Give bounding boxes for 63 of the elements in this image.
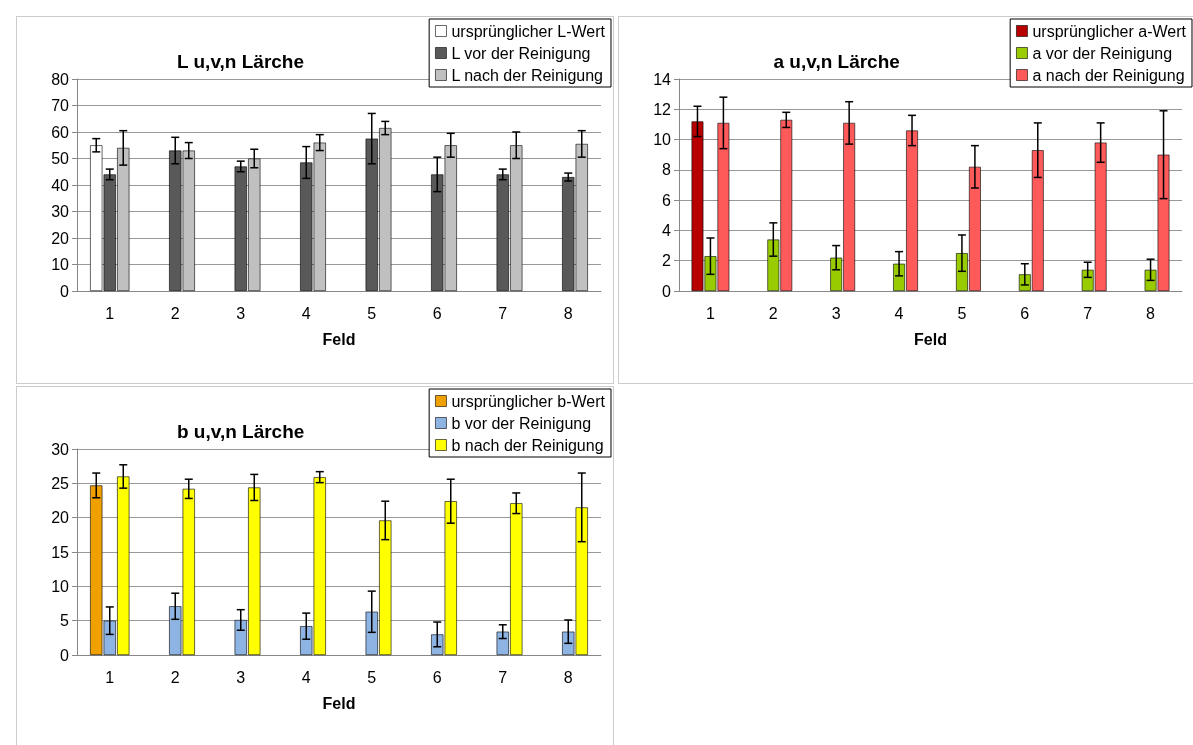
- y-tick-label: 15: [51, 543, 70, 561]
- y-tick-label: 60: [51, 123, 70, 141]
- legend-label: ursprünglicher L-Wert: [451, 22, 606, 40]
- y-tick-label: 0: [60, 282, 70, 300]
- x-tick-label: 3: [236, 668, 246, 686]
- x-tick-label: 8: [563, 668, 573, 686]
- y-tick-label: 40: [51, 176, 70, 194]
- x-tick-label: 6: [432, 668, 442, 686]
- y-tick-label: 5: [60, 612, 70, 630]
- chart-title: a u,v,n Lärche: [773, 51, 900, 72]
- x-tick-label: 5: [367, 668, 377, 686]
- x-tick-label: 4: [894, 304, 904, 322]
- x-tick-label: 1: [105, 668, 115, 686]
- x-tick-label: 1: [105, 304, 115, 322]
- y-tick-label: 10: [653, 131, 672, 149]
- chart-title: L u,v,n Lärche: [176, 51, 305, 72]
- legend-label: L vor der Reinigung: [451, 44, 591, 62]
- legend-label: b vor der Reinigung: [451, 414, 592, 432]
- y-tick-label: 10: [51, 256, 70, 273]
- x-axis-title: Feld: [322, 330, 356, 348]
- y-tick-label: 25: [51, 474, 70, 492]
- x-tick-label: 3: [236, 304, 246, 322]
- x-tick-label: 7: [498, 304, 508, 322]
- x-axis-title: Feld: [914, 330, 947, 348]
- legend-label: L nach der Reinigung: [451, 66, 603, 84]
- x-tick-label: 8: [1146, 304, 1156, 322]
- y-tick-label: 0: [662, 282, 672, 300]
- x-tick-label: 7: [498, 668, 508, 686]
- x-tick-label: 2: [170, 668, 180, 686]
- y-tick-label: 30: [51, 440, 70, 458]
- y-tick-label: 50: [51, 150, 70, 167]
- y-tick-label: 2: [662, 252, 672, 270]
- legend-label: a vor der Reinigung: [1032, 44, 1173, 62]
- y-tick-label: 80: [51, 70, 70, 88]
- y-tick-label: 20: [51, 229, 70, 247]
- x-tick-label: 4: [301, 668, 311, 686]
- y-tick-label: 6: [662, 191, 672, 209]
- x-tick-label: 2: [768, 304, 778, 322]
- x-axis-title: Feld: [322, 694, 356, 712]
- legend-label: ursprünglicher b-Wert: [451, 392, 606, 410]
- legend-label: b nach der Reinigung: [451, 436, 604, 454]
- x-tick-label: 2: [170, 304, 180, 322]
- y-tick-label: 20: [51, 509, 70, 527]
- y-tick-label: 8: [662, 161, 672, 179]
- y-tick-label: 70: [51, 97, 70, 114]
- x-tick-label: 3: [831, 304, 841, 322]
- x-tick-label: 8: [563, 304, 573, 322]
- x-tick-label: 6: [1020, 304, 1030, 322]
- y-tick-label: 10: [51, 577, 70, 595]
- x-tick-label: 5: [957, 304, 967, 322]
- x-tick-label: 5: [367, 304, 377, 322]
- legend-label: ursprünglicher a-Wert: [1032, 22, 1187, 40]
- y-tick-label: 14: [653, 70, 672, 88]
- x-tick-label: 7: [1083, 304, 1093, 322]
- legend-label: a nach der Reinigung: [1032, 66, 1185, 84]
- y-tick-label: 12: [653, 100, 672, 118]
- y-tick-label: 0: [60, 646, 70, 664]
- x-tick-label: 4: [301, 304, 311, 322]
- chart-title: b u,v,n Lärche: [176, 421, 305, 442]
- y-tick-label: 30: [51, 203, 70, 220]
- x-tick-label: 1: [705, 304, 715, 322]
- y-tick-label: 4: [662, 221, 672, 239]
- x-tick-label: 6: [432, 304, 442, 322]
